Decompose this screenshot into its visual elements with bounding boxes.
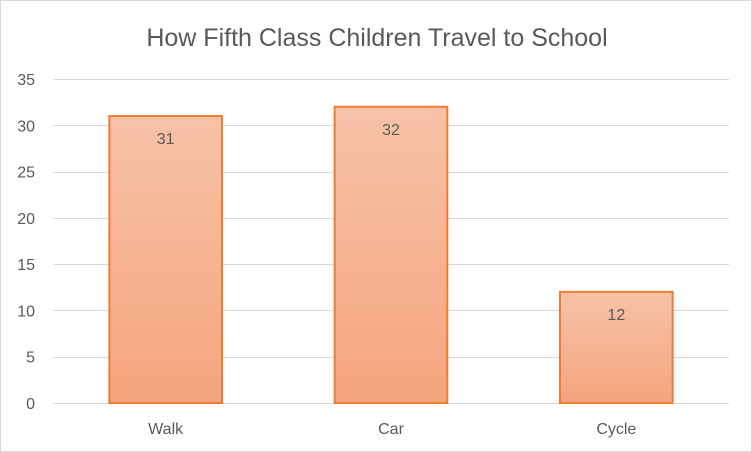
y-tick-label: 20 [17, 211, 35, 228]
x-tick-label-cycle: Cycle [596, 421, 636, 438]
y-tick-label: 30 [17, 118, 35, 135]
data-labels: 31 32 12 [157, 122, 626, 324]
y-tick-label: 35 [17, 72, 35, 89]
x-tick-label-walk: Walk [148, 421, 184, 438]
y-tick-label: 0 [26, 396, 35, 413]
x-axis-ticks: Walk Car Cycle [148, 421, 636, 438]
y-tick-label: 15 [17, 257, 35, 274]
data-label-walk: 31 [157, 131, 175, 148]
x-tick-label-car: Car [378, 421, 404, 438]
bar-cycle [559, 290, 674, 404]
bar-car [333, 105, 449, 405]
y-tick-label: 5 [26, 350, 35, 367]
data-label-car: 32 [382, 122, 400, 139]
data-label-cycle: 12 [607, 307, 625, 324]
y-tick-label: 25 [17, 165, 35, 182]
bar-walk [108, 115, 223, 405]
bars [108, 105, 674, 405]
chart-title: How Fifth Class Children Travel to Schoo… [146, 24, 607, 52]
y-axis-ticks: 0 5 10 15 20 25 30 35 [17, 72, 35, 413]
y-tick-label: 10 [17, 303, 35, 320]
